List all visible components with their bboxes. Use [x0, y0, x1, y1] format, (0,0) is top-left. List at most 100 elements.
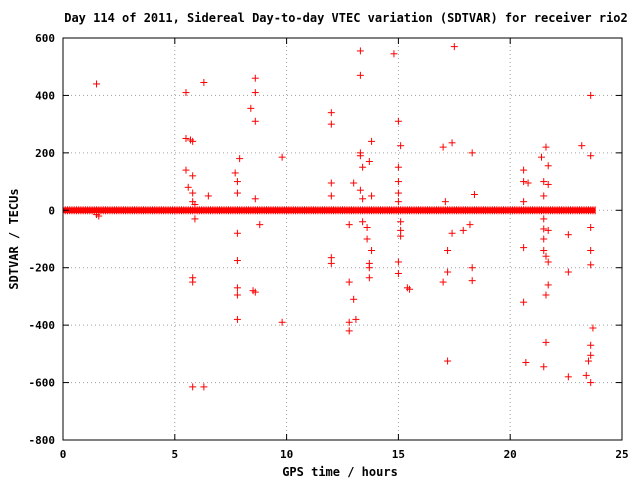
- data-point: [251, 89, 259, 97]
- data-point: [191, 201, 199, 209]
- data-point: [327, 179, 335, 187]
- data-point: [368, 137, 376, 145]
- y-tick-label: 200: [35, 147, 55, 160]
- data-point: [540, 225, 548, 233]
- data-points: [93, 43, 597, 391]
- data-point: [441, 198, 449, 206]
- data-point: [584, 357, 592, 365]
- y-tick-label: -600: [29, 377, 56, 390]
- data-point: [327, 259, 335, 267]
- data-point: [365, 157, 373, 165]
- grid-lines: [63, 38, 622, 440]
- data-point: [468, 149, 476, 157]
- data-point: [93, 80, 101, 88]
- data-point: [544, 281, 552, 289]
- data-point: [587, 341, 595, 349]
- data-point: [540, 363, 548, 371]
- data-point: [538, 153, 546, 161]
- data-point: [251, 195, 259, 203]
- data-point: [587, 152, 595, 160]
- data-point: [350, 295, 358, 303]
- data-point: [520, 178, 528, 186]
- data-point: [345, 327, 353, 335]
- data-point: [470, 190, 478, 198]
- data-point: [345, 278, 353, 286]
- data-point: [236, 155, 244, 163]
- data-point: [251, 288, 259, 296]
- data-point: [564, 373, 572, 381]
- data-point: [95, 212, 103, 220]
- axis-ticks: -800 -600 -400 -200 0 200 400 600 0 5 10 15 20 25: [29, 32, 629, 461]
- data-point: [356, 186, 364, 194]
- data-point: [466, 221, 474, 229]
- data-point: [233, 189, 241, 197]
- data-point: [251, 74, 259, 82]
- data-point: [233, 284, 241, 292]
- data-point: [189, 278, 197, 286]
- data-point: [397, 232, 405, 240]
- data-point: [439, 278, 447, 286]
- data-point: [189, 137, 197, 145]
- data-point: [184, 183, 192, 191]
- data-point: [350, 179, 358, 187]
- data-point: [356, 152, 364, 160]
- data-point: [233, 257, 241, 265]
- data-point: [231, 169, 239, 177]
- data-point: [450, 43, 458, 51]
- data-point: [397, 218, 405, 226]
- data-point: [345, 221, 353, 229]
- data-point: [582, 371, 590, 379]
- x-tick-label: 10: [280, 448, 293, 461]
- y-axis-label: SDTVAR / TECUs: [7, 188, 21, 289]
- data-point: [256, 221, 264, 229]
- data-point: [544, 258, 552, 266]
- data-point: [448, 229, 456, 237]
- x-tick-label: 5: [171, 448, 178, 461]
- data-point: [390, 50, 398, 58]
- data-point: [327, 192, 335, 200]
- x-tick-label: 0: [60, 448, 67, 461]
- data-point: [345, 318, 353, 326]
- data-point: [522, 358, 530, 366]
- data-point: [397, 142, 405, 150]
- data-point: [356, 71, 364, 79]
- data-point: [233, 229, 241, 237]
- y-tick-label: -200: [29, 262, 56, 275]
- data-point: [327, 120, 335, 128]
- data-point: [544, 180, 552, 188]
- data-point: [365, 264, 373, 272]
- data-point: [468, 277, 476, 285]
- data-point: [444, 246, 452, 254]
- x-tick-label: 15: [392, 448, 405, 461]
- y-tick-label: -400: [29, 319, 56, 332]
- data-point: [368, 192, 376, 200]
- data-point: [587, 379, 595, 387]
- x-tick-label: 20: [504, 448, 517, 461]
- data-point: [587, 261, 595, 269]
- data-point: [189, 383, 197, 391]
- data-point: [540, 178, 548, 186]
- data-point: [365, 274, 373, 282]
- data-point: [182, 135, 190, 142]
- data-point: [542, 252, 550, 260]
- y-tick-label: 0: [48, 204, 55, 217]
- x-axis-label: GPS time / hours: [282, 465, 398, 479]
- data-point: [359, 163, 367, 171]
- data-point: [520, 198, 528, 206]
- data-point: [327, 109, 335, 117]
- data-point: [578, 142, 586, 150]
- data-point: [468, 264, 476, 272]
- data-point: [564, 268, 572, 276]
- data-point: [251, 117, 259, 125]
- data-point: [352, 315, 360, 323]
- data-point: [540, 246, 548, 254]
- y-tick-label: -800: [29, 434, 56, 447]
- data-point: [233, 178, 241, 186]
- data-point: [589, 324, 597, 332]
- data-point: [363, 235, 371, 243]
- data-point: [278, 153, 286, 161]
- data-point: [587, 246, 595, 254]
- data-point: [564, 231, 572, 239]
- data-point: [182, 89, 190, 97]
- data-point: [394, 117, 402, 125]
